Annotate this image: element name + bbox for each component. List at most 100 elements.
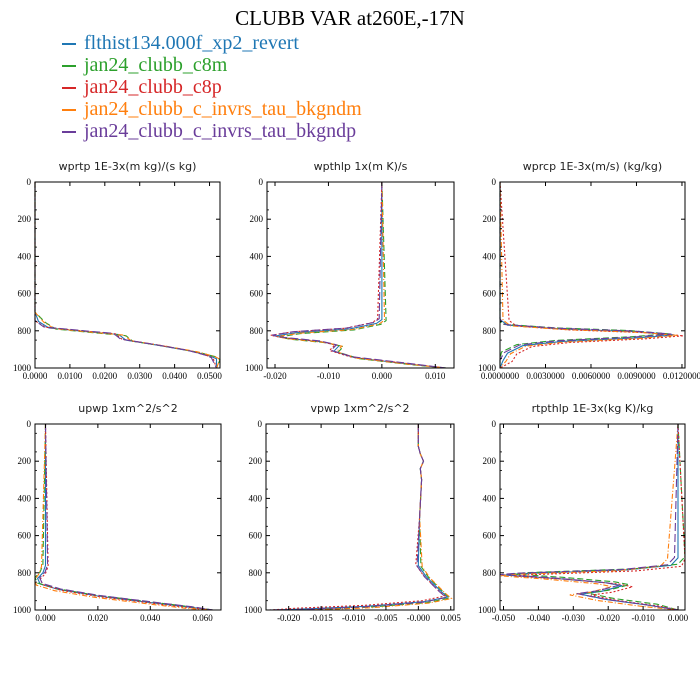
panel-title: wprcp 1E-3x(m/s) (kg/kg) xyxy=(523,160,662,173)
x-tick-label: 0.010 xyxy=(425,371,446,381)
series-line-4 xyxy=(34,182,221,369)
y-tick-label: 800 xyxy=(250,326,264,336)
plot-frame xyxy=(265,423,455,611)
legend-swatch xyxy=(62,131,76,134)
x-tick-label: 0.0100 xyxy=(58,371,83,381)
y-tick-label: 1000 xyxy=(244,605,263,615)
legend-swatch xyxy=(62,43,76,46)
x-tick-label: -0.010 xyxy=(631,613,655,623)
legend-item: jan24_clubb_c_invrs_tau_bkgndp xyxy=(62,120,362,142)
y-tick-label: 0 xyxy=(492,419,497,429)
panel-title: rtpthlp 1E-3x(kg K)/kg xyxy=(532,402,654,415)
y-tick-label: 0 xyxy=(27,419,32,429)
legend-swatch xyxy=(62,65,76,68)
x-tick-label: 0.0090000 xyxy=(617,371,656,381)
series-line-1 xyxy=(36,424,214,611)
y-tick-label: 400 xyxy=(249,493,263,503)
series-line-3 xyxy=(269,424,447,611)
series-line-5 xyxy=(499,423,679,611)
x-tick-label: -0.040 xyxy=(527,613,551,623)
x-tick-label: -0.050 xyxy=(492,613,516,623)
series-line-4 xyxy=(499,423,679,611)
x-tick-label: 0.0060000 xyxy=(572,371,611,381)
legend-swatch xyxy=(62,87,76,90)
legend-item: jan24_clubb_c8p xyxy=(62,76,362,98)
x-tick-label: -0.030 xyxy=(562,613,586,623)
y-tick-label: 200 xyxy=(250,214,264,224)
x-tick-label: -0.000 xyxy=(407,613,431,623)
x-tick-label: -0.010 xyxy=(342,613,366,623)
x-tick-label: 0.0400 xyxy=(162,371,187,381)
y-tick-label: 400 xyxy=(483,493,497,503)
y-tick-label: 200 xyxy=(18,456,32,466)
legend-item: jan24_clubb_c8m xyxy=(62,54,362,76)
x-tick-label: 0.0000 xyxy=(23,371,48,381)
plot-frame xyxy=(266,181,455,369)
series-line-2 xyxy=(510,423,686,611)
y-tick-label: 200 xyxy=(18,214,32,224)
x-tick-label: -0.005 xyxy=(374,613,398,623)
x-tick-label: -0.015 xyxy=(309,613,333,623)
y-tick-label: 0 xyxy=(27,177,32,187)
series-line-3 xyxy=(499,181,684,369)
plot-frame xyxy=(34,423,222,611)
plot-frame xyxy=(499,423,686,611)
x-tick-label: -0.020 xyxy=(263,371,287,381)
plot-frame xyxy=(34,181,221,369)
y-tick-label: 600 xyxy=(18,289,32,299)
x-tick-label: 0.0200 xyxy=(92,371,117,381)
x-tick-label: 0.000 xyxy=(35,613,56,623)
x-tick-label: 0.020 xyxy=(88,613,109,623)
legend-item: jan24_clubb_c_invrs_tau_bkgndm xyxy=(62,98,362,120)
y-tick-label: 200 xyxy=(483,456,497,466)
x-tick-label: 0.0120000 xyxy=(663,371,700,381)
y-tick-label: 400 xyxy=(18,251,32,261)
series-line-5 xyxy=(39,423,214,611)
y-tick-label: 800 xyxy=(483,326,497,336)
y-tick-label: 400 xyxy=(483,251,497,261)
legend-item: flthist134.000f_xp2_revert xyxy=(62,32,362,54)
series-line-4 xyxy=(34,423,214,611)
series-line-2 xyxy=(34,423,214,611)
y-tick-label: 0 xyxy=(258,419,263,429)
series-line-4 xyxy=(277,181,447,369)
legend-swatch xyxy=(62,109,76,112)
x-tick-label: 0.000 xyxy=(372,371,393,381)
y-tick-label: 600 xyxy=(249,531,263,541)
y-tick-label: 1000 xyxy=(478,363,497,373)
y-tick-label: 600 xyxy=(250,289,264,299)
x-tick-label: -0.010 xyxy=(317,371,341,381)
x-tick-label: 0.000 xyxy=(668,613,689,623)
legend-label: jan24_clubb_c_invrs_tau_bkgndm xyxy=(84,98,362,120)
y-tick-label: 600 xyxy=(18,531,32,541)
y-tick-label: 600 xyxy=(483,289,497,299)
panel-title: wpthlp 1x(m K)/s xyxy=(314,160,408,173)
legend-label: flthist134.000f_xp2_revert xyxy=(84,32,299,54)
series-line-3 xyxy=(39,423,214,611)
y-tick-label: 1000 xyxy=(245,363,264,373)
panel-title: upwp 1xm^2/s^2 xyxy=(78,402,178,415)
x-tick-label: -0.020 xyxy=(277,613,301,623)
y-tick-label: 1000 xyxy=(478,605,497,615)
legend-label: jan24_clubb_c_invrs_tau_bkgndp xyxy=(84,120,357,142)
y-tick-label: 800 xyxy=(249,568,263,578)
legend-label: jan24_clubb_c8p xyxy=(84,76,222,98)
y-tick-label: 800 xyxy=(18,568,32,578)
y-tick-label: 0 xyxy=(492,177,497,187)
x-tick-label: 0.0030000 xyxy=(526,371,565,381)
y-tick-label: 200 xyxy=(249,456,263,466)
series-line-1 xyxy=(499,182,675,369)
panel-title: wprtp 1E-3x(m kg)/(s kg) xyxy=(59,160,197,173)
y-tick-label: 400 xyxy=(18,493,32,503)
series-line-1 xyxy=(34,182,218,368)
series-line-5 xyxy=(34,182,217,369)
x-tick-label: 0.0000000 xyxy=(481,371,520,381)
legend-label: jan24_clubb_c8m xyxy=(84,54,228,76)
y-tick-label: 800 xyxy=(483,568,497,578)
series-line-3 xyxy=(513,423,686,611)
series-line-2 xyxy=(269,424,452,611)
series-line-1 xyxy=(269,424,449,611)
x-tick-label: 0.0500 xyxy=(197,371,222,381)
series-line-1 xyxy=(503,424,679,611)
